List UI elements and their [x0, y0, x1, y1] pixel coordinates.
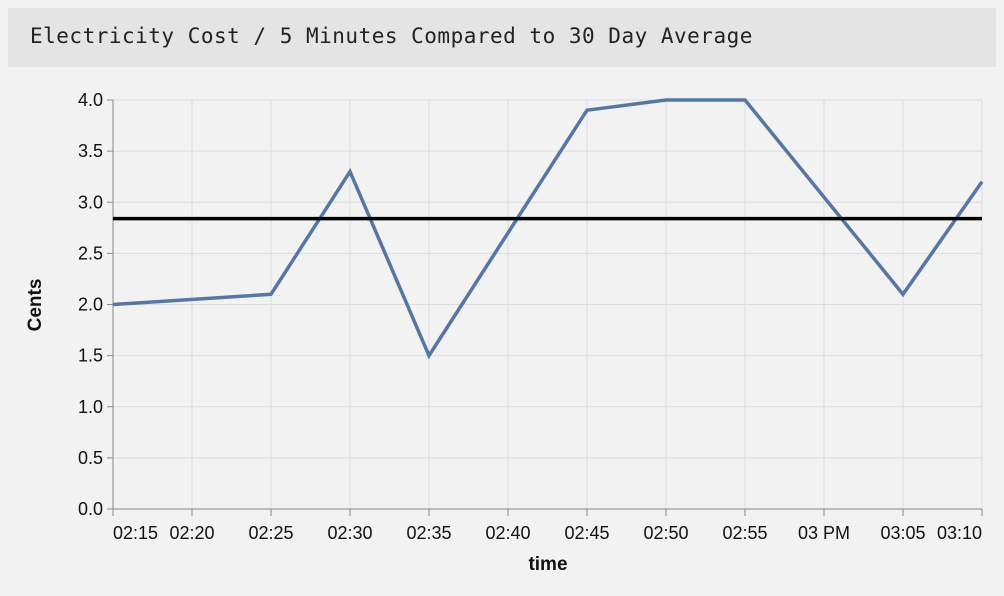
x-tick-label: 02:20: [169, 523, 214, 543]
x-tick-label: 02:40: [485, 523, 530, 543]
series-layer: [112, 98, 984, 360]
series-line: [112, 98, 984, 360]
y-tick-label: 0.0: [78, 499, 103, 519]
x-tick-label: 03 PM: [798, 523, 850, 543]
x-tick-label: 03:10: [937, 523, 982, 543]
x-tick-label: 02:25: [248, 523, 293, 543]
y-axis-title: Cents: [25, 279, 46, 332]
x-tick-label: 03:05: [880, 523, 925, 543]
y-tick-label: 3.0: [78, 192, 103, 212]
panel-title: Electricity Cost / 5 Minutes Compared to…: [30, 24, 753, 48]
y-tick-label: 0.5: [78, 448, 103, 468]
panel-header: Electricity Cost / 5 Minutes Compared to…: [8, 8, 996, 67]
y-tick-label: 1.5: [78, 346, 103, 366]
x-tick-label: 02:50: [643, 523, 688, 543]
y-tick-label: 3.5: [78, 141, 103, 161]
x-tick-label: 02:35: [406, 523, 451, 543]
x-tick-label: 02:30: [327, 523, 372, 543]
grid-lines: [112, 99, 983, 510]
x-tick-label: 02:55: [722, 523, 767, 543]
axes: [107, 99, 983, 516]
tick-labels: 0.0 0.5 1.0 1.5 2.0 2.5 3.0 3.5 4.0 02:15 02:20 02:…: [78, 90, 982, 543]
y-tick-label: 2.0: [78, 295, 103, 315]
y-tick-label: 4.0: [78, 90, 103, 110]
y-tick-label: 1.0: [78, 397, 103, 417]
x-tick-label: 02:45: [564, 523, 609, 543]
x-axis-title: time: [528, 554, 567, 575]
x-tick-label: 02:15: [113, 523, 158, 543]
y-tick-label: 2.5: [78, 243, 103, 263]
